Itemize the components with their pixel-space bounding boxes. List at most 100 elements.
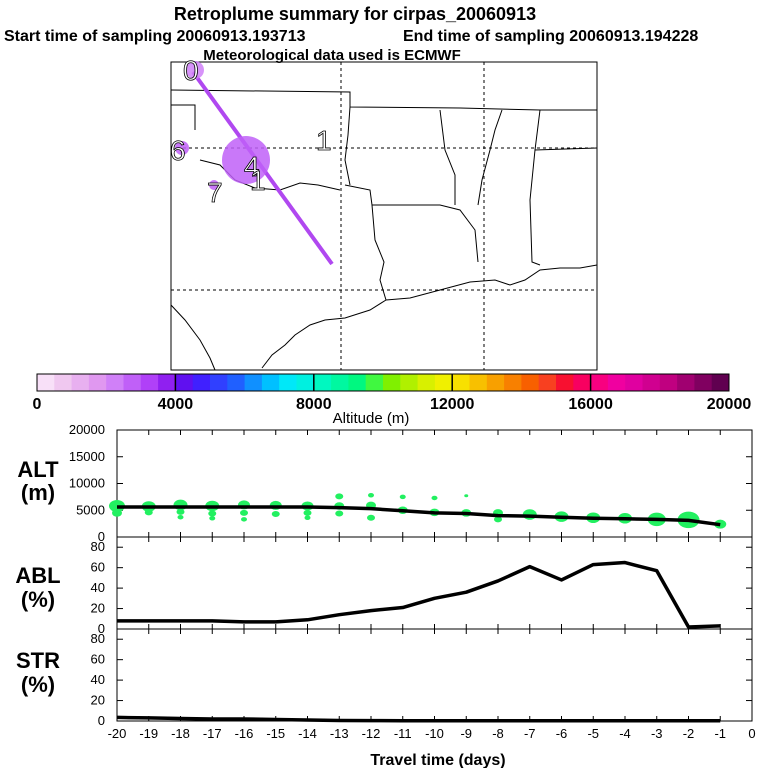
y-tick-label: 0 [98, 529, 105, 544]
figure-title: Retroplume summary for cirpas_20060913 [174, 4, 536, 24]
x-tick-label: -7 [524, 726, 536, 741]
y-tick-label: 80 [91, 631, 105, 646]
x-tick-label: -18 [171, 726, 190, 741]
colorbar-swatch [192, 374, 211, 391]
x-tick-label: -11 [394, 726, 412, 741]
alt-label-line2: (m) [21, 480, 55, 505]
colorbar-swatch [123, 374, 142, 391]
plot-frame [116, 536, 753, 630]
plume-label: 0 [183, 55, 199, 86]
alt-panel-label: ALT (m) [17, 457, 59, 505]
altitude-particle-point [240, 509, 248, 516]
y-tick-label: 20 [91, 601, 105, 616]
colorbar-tick-label: 4000 [158, 396, 194, 413]
colorbar-tick-label: 0 [33, 396, 42, 413]
str-panel-label: STR (%) [16, 648, 60, 697]
colorbar-swatch [434, 374, 453, 391]
x-tick-label: -9 [460, 726, 472, 741]
plume-label: 4 [244, 151, 260, 182]
colorbar-tick-label: 12000 [430, 396, 475, 413]
altitude-particle-point [367, 514, 375, 521]
met-data-label: Meteorological data used is ECMWF [203, 47, 461, 64]
colorbar-swatch [504, 374, 522, 391]
coastline [170, 159, 598, 371]
abl-label-line1: ABL [15, 563, 60, 588]
colorbar-swatch [365, 374, 384, 391]
colorbar-swatch [659, 374, 678, 391]
alt-label-line1: ALT [17, 457, 59, 482]
plume-label: 7 [207, 177, 223, 208]
colorbar-swatch [88, 374, 107, 391]
colorbar-swatch [71, 374, 90, 391]
y-tick-label: 40 [91, 672, 105, 687]
altitude-particle-point [399, 494, 406, 500]
colorbar-swatch [296, 374, 315, 391]
x-tick-label: -12 [362, 726, 381, 741]
altitude-particle-point [335, 510, 344, 517]
colorbar-tick-label: 16000 [568, 396, 613, 413]
colorbar-swatch [711, 374, 730, 391]
altitude-particle-point [177, 514, 184, 520]
abl-label-line2: (%) [21, 587, 55, 612]
series-line [116, 715, 721, 723]
colorbar-swatch [486, 374, 505, 391]
colorbar-swatch [210, 374, 228, 391]
x-axis-title: Travel time (days) [370, 752, 505, 768]
map-frame [170, 61, 598, 371]
colorbar-swatch [556, 374, 574, 391]
colorbar-swatch [54, 374, 73, 391]
colorbar-swatch [469, 374, 488, 391]
state-borders [170, 89, 598, 301]
colorbar-swatch [417, 374, 436, 391]
colorbar-swatch [538, 374, 557, 391]
y-tick-label: 5000 [76, 502, 105, 517]
series-line [117, 505, 721, 527]
colorbar-swatch [140, 374, 159, 391]
colorbar-swatch [261, 374, 280, 391]
colorbar-frame [36, 373, 730, 392]
y-tick-label: 0 [98, 713, 105, 728]
colorbar-swatch [348, 374, 367, 391]
x-tick-label: -15 [266, 726, 285, 741]
str-label-line2: (%) [21, 672, 55, 697]
y-tick-label: 15000 [69, 449, 105, 464]
colorbar-tick-label: 20000 [707, 396, 752, 413]
x-tick-label: 0 [748, 726, 755, 741]
plume-label: 1 [316, 125, 332, 156]
str-label-line1: STR [16, 648, 60, 673]
altitude-colorbar [36, 373, 730, 392]
altitude-particle-point [335, 493, 344, 500]
colorbar-swatch [313, 374, 332, 391]
altitude-particle-point [464, 494, 469, 498]
altitude-particle-point [209, 516, 216, 521]
abl-panel-label: ABL (%) [15, 563, 60, 612]
colorbar-swatch [625, 374, 643, 391]
x-tick-label: -14 [298, 726, 317, 741]
x-tick-label: -19 [139, 726, 158, 741]
altitude-particle-point [241, 517, 247, 522]
colorbar-swatch [279, 374, 297, 391]
colorbar-swatch [642, 374, 661, 391]
colorbar-swatch [400, 374, 419, 391]
x-tick-label: -3 [651, 726, 663, 741]
y-tick-label: 20 [91, 693, 105, 708]
colorbar-axis-label: Altitude (m) [333, 410, 410, 427]
x-tick-label: -1 [714, 726, 726, 741]
colorbar-swatch [331, 374, 349, 391]
x-tick-label: -16 [235, 726, 254, 741]
altitude-particle-point [176, 508, 185, 515]
colorbar-tick-label: 8000 [296, 396, 332, 413]
colorbar-swatch [175, 374, 194, 391]
y-tick-label: 40 [91, 580, 105, 595]
altitude-particle-point [144, 509, 153, 516]
altitude-particle-point [368, 493, 374, 498]
plume-label: 1 [250, 165, 266, 196]
altitude-particle-point [494, 516, 502, 523]
altitude-particle-point [271, 510, 280, 517]
map-gridlines [171, 62, 597, 370]
x-tick-label: -8 [492, 726, 504, 741]
altitude-particle-point [431, 495, 438, 501]
abl-chart: 0 20 40 60 80 [91, 536, 753, 636]
x-tick-label: -20 [108, 726, 127, 741]
